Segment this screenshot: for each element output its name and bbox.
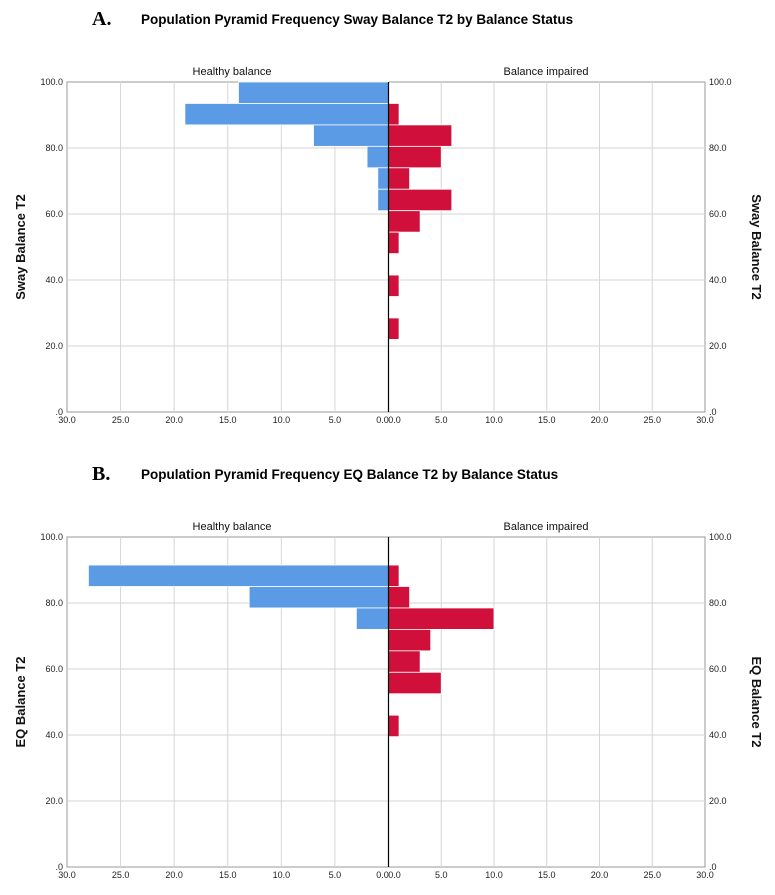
bar-healthy (184, 103, 389, 126)
x-tick-label-right: 20.0 (591, 870, 609, 880)
series-label-healthy: Healthy balance (193, 66, 272, 78)
x-tick-label-right: 5.0 (435, 870, 448, 880)
x-tick-label-left: 0.0 (376, 415, 389, 425)
panel-letter-b: B. (92, 463, 111, 485)
y-tick-label-left: .0 (55, 862, 63, 872)
bar-healthy (248, 586, 389, 609)
y-tick-label-right: 100.0 (709, 532, 732, 542)
bar-impaired (388, 607, 495, 630)
series-label-impaired: Balance impaired (504, 521, 589, 533)
y-tick-label-left: 100.0 (40, 532, 63, 542)
bar-healthy (88, 564, 389, 587)
x-tick-label-right: 10.0 (485, 870, 503, 880)
x-tick-label-left: 5.0 (329, 870, 342, 880)
x-tick-label-left: 15.0 (219, 415, 237, 425)
x-tick-label-right: 10.0 (485, 415, 503, 425)
x-tick-label-right: 15.0 (538, 870, 556, 880)
y-tick-label-right: 40.0 (709, 275, 727, 285)
pyramid-panel-b: B. Population Pyramid Frequency EQ Balan… (0, 455, 775, 895)
x-tick-label-left: 30.0 (58, 870, 76, 880)
x-tick-label-right: 0.0 (388, 415, 401, 425)
x-tick-label-left: 25.0 (112, 415, 130, 425)
bar-impaired (388, 274, 400, 297)
x-tick-label-right: 25.0 (643, 870, 661, 880)
x-tick-label-left: 5.0 (329, 415, 342, 425)
y-tick-label-right: 20.0 (709, 796, 727, 806)
pyramid-chart-b: .0 .0 20.0 20.0 40.0 40.0 60.0 60.0 80.0 80.0 100.… (13, 521, 764, 880)
x-tick-label-right: 30.0 (696, 415, 714, 425)
y-axis-title-left: EQ Balance T2 (13, 656, 28, 747)
y-tick-label-left: .0 (55, 407, 63, 417)
x-tick-label-left: 0.0 (376, 870, 389, 880)
x-tick-label-right: 5.0 (435, 415, 448, 425)
bar-impaired (388, 650, 421, 673)
bar-impaired (388, 564, 400, 587)
y-tick-label-right: 60.0 (709, 664, 727, 674)
bar-healthy (313, 124, 389, 147)
y-tick-label-right: .0 (709, 862, 717, 872)
panel-letter-a: A. (92, 8, 112, 30)
y-axis-title-right: EQ Balance T2 (749, 656, 764, 747)
bar-impaired (388, 628, 432, 652)
x-tick-label-right: 20.0 (591, 415, 609, 425)
x-tick-label-left: 30.0 (58, 415, 76, 425)
x-tick-label-left: 20.0 (165, 870, 183, 880)
bar-impaired (388, 167, 411, 190)
y-tick-label-left: 40.0 (45, 275, 63, 285)
x-tick-label-left: 10.0 (273, 415, 291, 425)
y-tick-label-right: 80.0 (709, 143, 727, 153)
bar-impaired (388, 103, 400, 126)
chart-title-b: Population Pyramid Frequency EQ Balance … (141, 467, 559, 482)
y-tick-label-left: 60.0 (45, 209, 63, 219)
x-tick-label-left: 20.0 (165, 415, 183, 425)
bar-impaired (388, 210, 421, 233)
series-label-impaired: Balance impaired (504, 66, 589, 78)
x-tick-label-right: 30.0 (696, 870, 714, 880)
bar-healthy (366, 145, 389, 169)
bar-healthy (377, 167, 389, 190)
y-tick-label-left: 80.0 (45, 143, 63, 153)
y-tick-label-left: 40.0 (45, 730, 63, 740)
y-axis-title-left: Sway Balance T2 (13, 194, 28, 300)
bar-healthy (355, 607, 389, 630)
bar-impaired (388, 124, 453, 147)
x-tick-label-left: 10.0 (273, 870, 291, 880)
x-tick-label-right: 0.0 (388, 870, 401, 880)
bar-healthy (238, 81, 389, 104)
y-axis-title-right: Sway Balance T2 (749, 194, 764, 300)
x-tick-label-right: 15.0 (538, 415, 556, 425)
bar-impaired (388, 145, 442, 169)
y-tick-label-right: 80.0 (709, 598, 727, 608)
pyramid-panel-a: A. Population Pyramid Frequency Sway Bal… (0, 0, 775, 440)
y-tick-label-left: 80.0 (45, 598, 63, 608)
x-tick-label-left: 25.0 (112, 870, 130, 880)
y-tick-label-right: .0 (709, 407, 717, 417)
bar-impaired (388, 671, 442, 695)
bar-impaired (388, 317, 400, 340)
x-tick-label-left: 15.0 (219, 870, 237, 880)
x-tick-label-right: 25.0 (643, 415, 661, 425)
bar-impaired (388, 188, 453, 212)
y-tick-label-right: 20.0 (709, 341, 727, 351)
y-tick-label-left: 60.0 (45, 664, 63, 674)
pyramid-chart-a: .0 .0 20.0 20.0 40.0 40.0 60.0 60.0 80.0 80.0 100.… (13, 66, 764, 425)
bar-impaired (388, 231, 400, 254)
chart-title-a: Population Pyramid Frequency Sway Balanc… (141, 12, 574, 27)
series-label-healthy: Healthy balance (193, 521, 272, 533)
y-tick-label-right: 60.0 (709, 209, 727, 219)
bar-impaired (388, 714, 400, 738)
y-tick-label-left: 100.0 (40, 77, 63, 87)
bar-healthy (377, 188, 389, 212)
y-tick-label-right: 40.0 (709, 730, 727, 740)
y-tick-label-left: 20.0 (45, 341, 63, 351)
plot-frame (66, 536, 706, 868)
y-tick-label-left: 20.0 (45, 796, 63, 806)
y-tick-label-right: 100.0 (709, 77, 732, 87)
bar-impaired (388, 586, 411, 609)
